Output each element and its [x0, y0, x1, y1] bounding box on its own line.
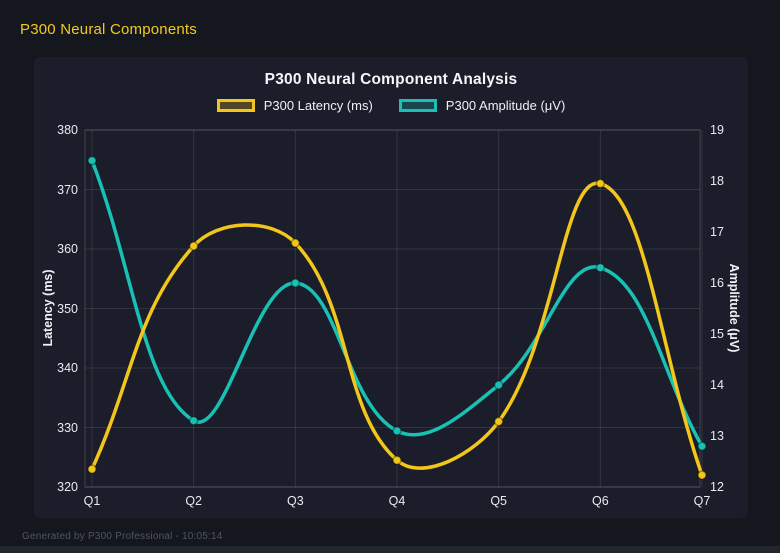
data-point: [595, 262, 606, 273]
y-tick-left: 370: [57, 182, 78, 197]
y-tick-left: 350: [57, 301, 78, 316]
plot-border: [84, 129, 701, 488]
chart-legend: P300 Latency (ms) P300 Amplitude (μV): [34, 98, 748, 113]
y-tick-right: 15: [710, 327, 724, 341]
data-point: [290, 238, 301, 248]
footer-text: Generated by P300 Professional - 10:05:1…: [22, 531, 223, 542]
data-point: [87, 464, 97, 474]
y-tick-left: 380: [57, 123, 78, 137]
chart-card: P300 Neural Component Analysis P300 Late…: [34, 57, 748, 518]
footer-bar: [0, 546, 780, 553]
chart-plot-area[interactable]: [34, 57, 748, 518]
y-tick-right: 17: [710, 225, 724, 239]
data-point: [392, 455, 402, 465]
x-tick: Q4: [388, 494, 406, 508]
y-tick-right: 16: [710, 276, 724, 290]
data-point: [392, 426, 402, 436]
y-tick-left: 330: [57, 420, 78, 435]
data-point: [188, 241, 199, 251]
data-point: [493, 416, 504, 427]
x-tick: Q6: [591, 494, 609, 508]
legend-swatch: [216, 99, 255, 112]
y-tick-right: 13: [710, 429, 724, 443]
data-point: [290, 278, 301, 288]
x-tick: Q7: [693, 494, 711, 508]
y-tick-left: 340: [57, 361, 78, 375]
legend-item-latency[interactable]: P300 Latency (ms): [216, 98, 373, 113]
x-tick: Q3: [286, 494, 304, 508]
x-tick: Q5: [490, 494, 507, 508]
x-tick: Q2: [185, 494, 202, 508]
y-tick-right: 12: [710, 480, 724, 494]
legend-label: P300 Latency (ms): [263, 98, 373, 113]
data-point: [697, 441, 707, 451]
data-point: [493, 380, 504, 390]
data-point: [87, 155, 97, 166]
legend-swatch: [398, 99, 437, 112]
legend-item-amplitude[interactable]: P300 Amplitude (μV): [398, 98, 566, 113]
y-tick-right: 18: [710, 174, 724, 188]
data-point: [188, 415, 199, 426]
y-tick-right: 14: [710, 378, 724, 392]
data-point: [697, 470, 707, 480]
x-tick: Q1: [83, 494, 101, 508]
chart-title: P300 Neural Component Analysis: [264, 71, 518, 88]
page-title: P300 Neural Components: [20, 21, 198, 38]
y-tick-right: 19: [710, 123, 724, 137]
y-tick-left: 320: [57, 480, 78, 494]
legend-label: P300 Amplitude (μV): [445, 98, 566, 113]
data-point: [595, 178, 606, 189]
y-tick-left: 360: [57, 242, 78, 256]
